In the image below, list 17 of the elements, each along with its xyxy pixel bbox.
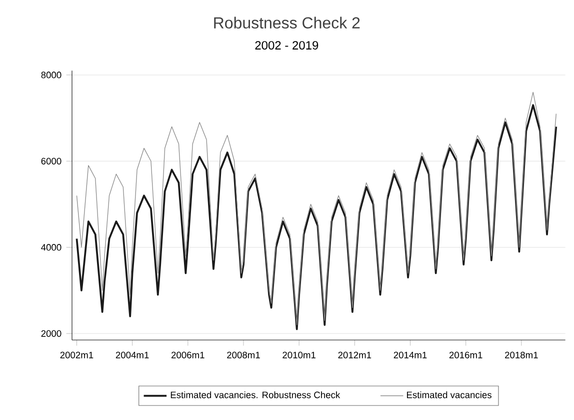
x-tick-label: 2014m1 [394,352,427,358]
x-tick-label: 2012m1 [338,352,372,358]
x-tick-label: 2002m1 [60,352,94,358]
legend-label: Estimated vacancies [406,391,492,398]
chart-title: Robustness Check 2 [214,16,360,29]
y-tick-label: 4000 [41,244,62,251]
x-tick-label: 2018m1 [505,352,538,358]
x-tick-label: 2010m1 [282,352,316,358]
x-tick-label: 2004m1 [116,352,149,358]
y-tick-label: 6000 [41,158,62,164]
y-tick-label: 8000 [41,72,62,78]
chart-subtitle: 2002 - 2019 [255,41,318,50]
x-tick-label: 2016m1 [449,352,482,358]
y-tick-label: 2000 [41,330,62,337]
legend-label: Estimated vacancies. Robustness Check [170,391,340,398]
x-tick-label: 2008m1 [227,352,260,358]
x-tick-label: 2006m1 [172,352,204,358]
